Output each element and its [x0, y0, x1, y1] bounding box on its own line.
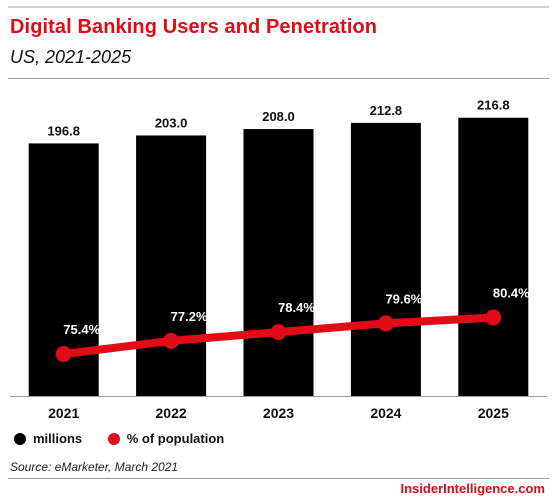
- bar-value-label-2023: 208.0: [262, 109, 295, 124]
- population-point-2024: [377, 315, 394, 332]
- bar-series: 196.8 203.0 208.0 212.8 216.8: [28, 98, 529, 397]
- population-value-label-2024: 79.6%: [385, 291, 422, 306]
- population-value-label-2023: 78.4%: [278, 300, 315, 315]
- population-value-label-2022: 77.2%: [171, 309, 208, 324]
- x-tick-label-2021: 2021: [48, 405, 79, 421]
- bar-2022: [136, 135, 207, 396]
- legend-label-population: % of population: [126, 431, 225, 446]
- legend: millions % of population: [14, 431, 246, 448]
- bar-2025: [458, 117, 529, 397]
- top-rule: [8, 6, 549, 8]
- legend-item-population: % of population: [107, 431, 225, 446]
- population-value-label-2021: 75.4%: [63, 322, 100, 337]
- bar-2023: [243, 129, 314, 397]
- chart-plot: 196.8 203.0 208.0 212.8 216.8 75.4% 77.2% 78.4…: [10, 98, 547, 421]
- x-tick-label-2023: 2023: [263, 405, 294, 421]
- legend-swatch-population: [107, 432, 120, 445]
- bar-value-label-2024: 212.8: [370, 103, 403, 118]
- chart-title: Digital Banking Users and Penetration: [10, 16, 378, 38]
- x-axis: 2021 2022 2023 2024 2025: [48, 405, 509, 421]
- bar-value-label-2021: 196.8: [47, 123, 80, 138]
- x-tick-label-2022: 2022: [156, 405, 187, 421]
- x-tick-label-2025: 2025: [478, 405, 509, 421]
- footer-rule: [8, 478, 549, 479]
- bar-2024: [350, 122, 421, 396]
- legend-label-millions: millions: [33, 431, 83, 446]
- population-point-2023: [270, 324, 287, 341]
- bar-value-label-2025: 216.8: [477, 98, 510, 113]
- legend-swatch-millions: [14, 432, 26, 445]
- population-point-2022: [163, 332, 180, 349]
- line-series: 75.4% 77.2% 78.4% 79.6% 80.4%: [55, 286, 530, 362]
- source-note: Source: eMarketer, March 2021: [10, 460, 179, 474]
- subtitle-rule: [8, 78, 549, 79]
- population-value-label-2025: 80.4%: [493, 286, 530, 301]
- chart-subtitle: US, 2021-2025: [10, 47, 132, 67]
- population-point-2021: [55, 346, 72, 362]
- x-tick-label-2024: 2024: [370, 405, 401, 421]
- brand-logo-text: InsiderIntelligence.com: [400, 481, 546, 496]
- bar-value-label-2022: 203.0: [155, 115, 188, 130]
- population-point-2025: [485, 309, 502, 326]
- legend-item-millions: millions: [14, 431, 82, 446]
